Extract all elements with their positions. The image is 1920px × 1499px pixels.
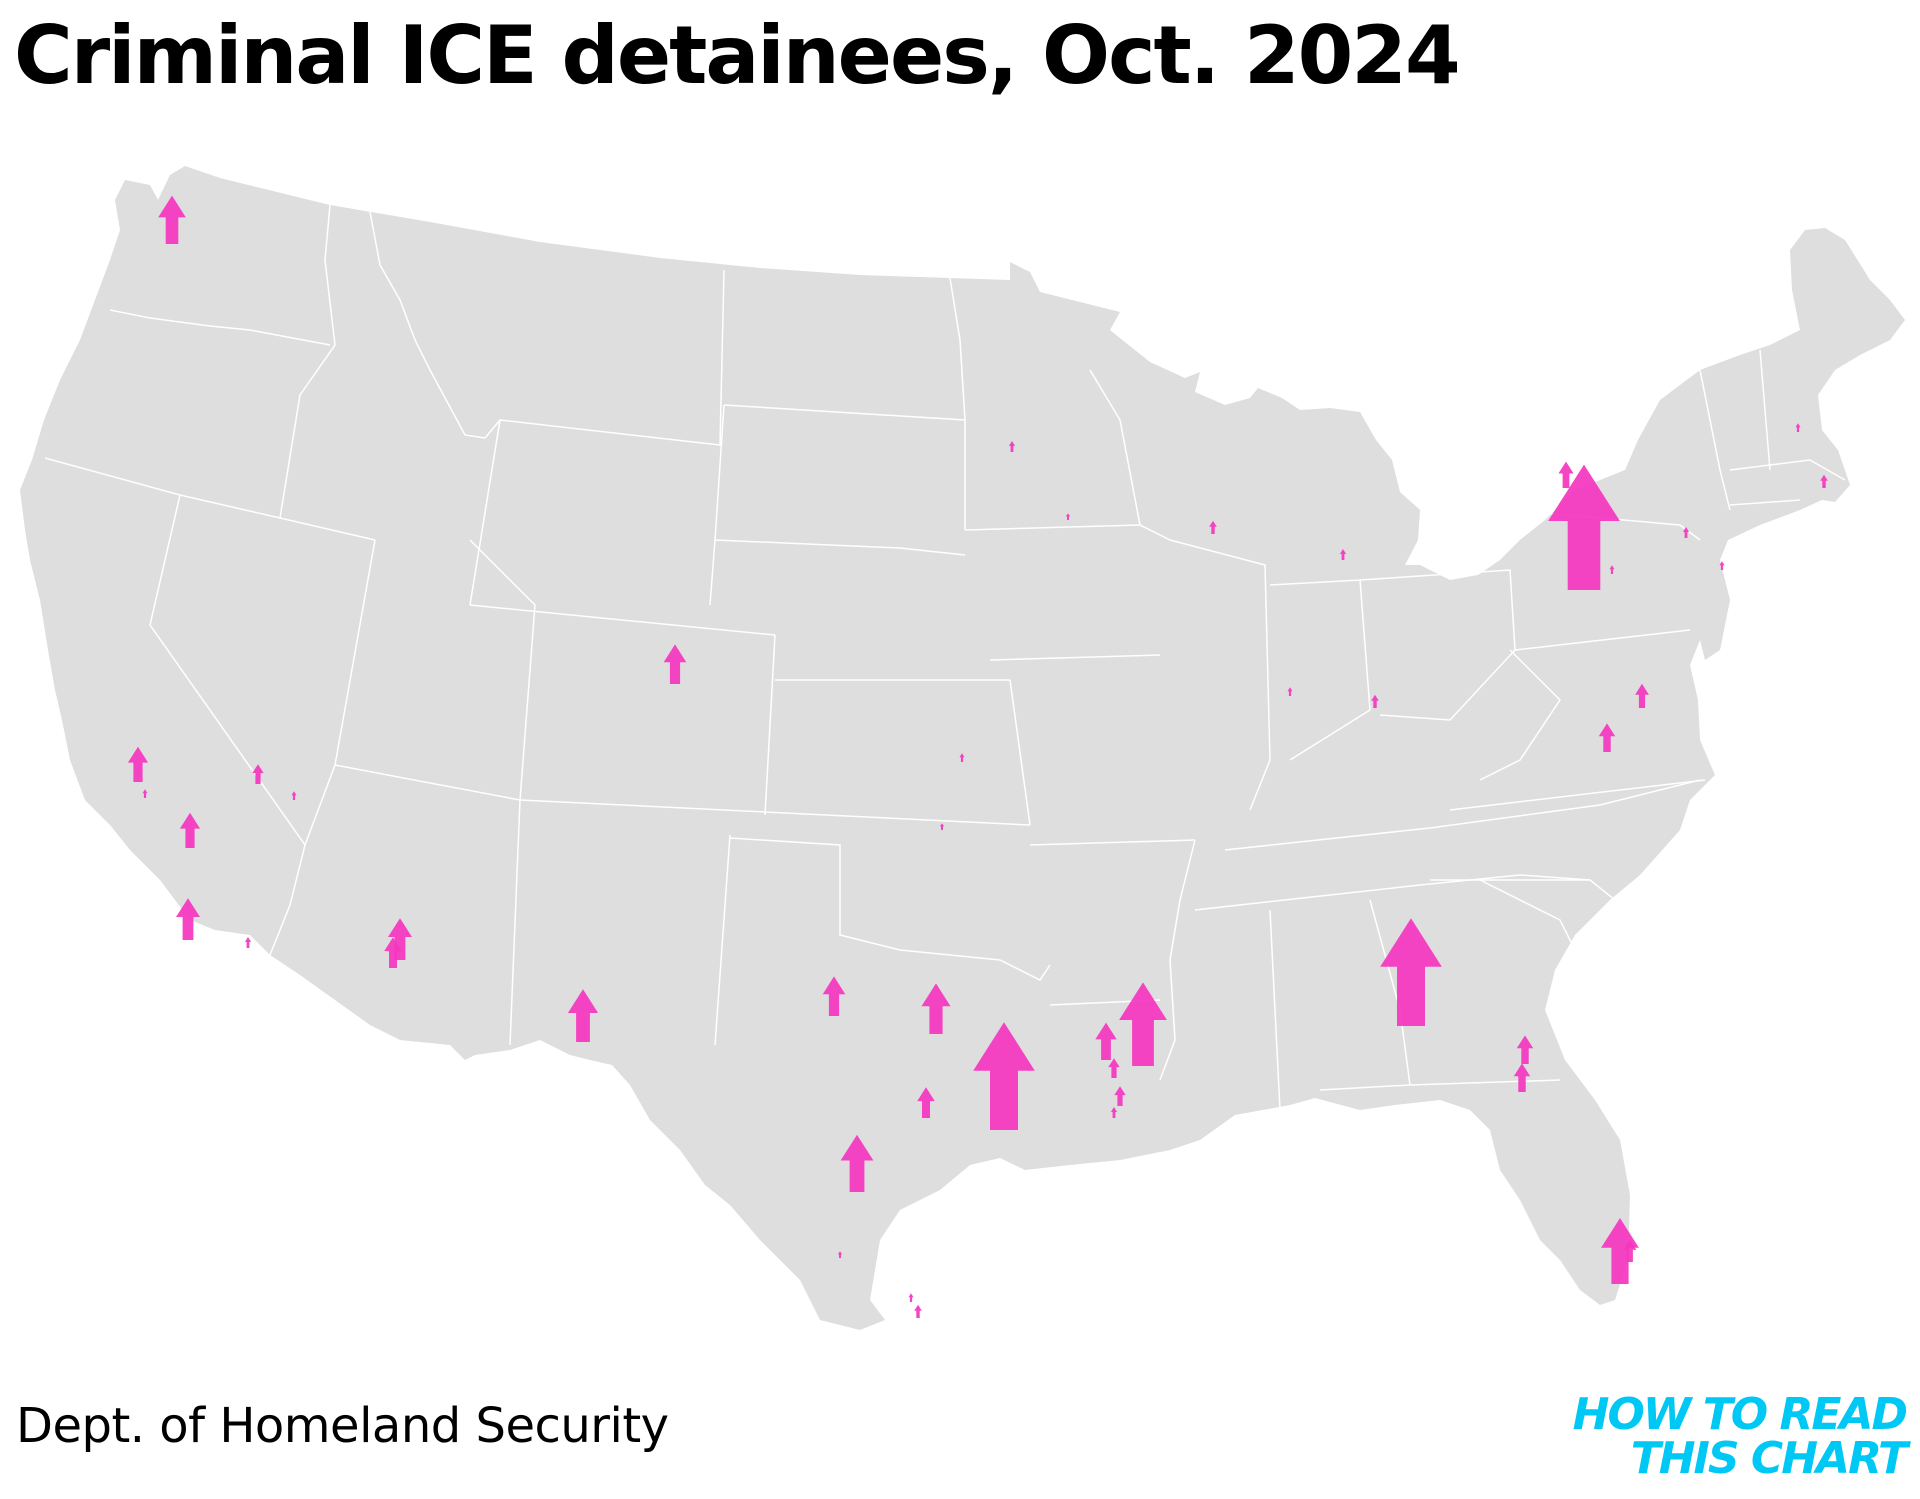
detainee-arrow-in-1 (1371, 694, 1379, 708)
detainee-arrow-ia-1 (1065, 513, 1071, 520)
border-ga-fl (1319, 1079, 1561, 1091)
border-ks-mo (1009, 679, 1031, 826)
border-mt-south (484, 269, 725, 446)
border-wi-mn (1089, 369, 1171, 541)
border-ga-sc (1479, 879, 1581, 961)
border-ms-al (1269, 909, 1281, 1111)
detainee-arrow-az-eloy (384, 937, 402, 968)
detainee-arrow-tx-1 (822, 976, 846, 1016)
detainee-arrow-la-3 (1108, 1058, 1120, 1078)
detainee-arrow-tx-conroe (973, 1022, 1035, 1130)
land-mass (20, 166, 1905, 1330)
border-mn-ia (964, 524, 1141, 531)
detainee-arrow-nh-1 (1795, 423, 1801, 432)
border-pa-south (1514, 629, 1691, 651)
detainee-arrow-wi-1 (1209, 520, 1217, 534)
detainee-arrow-il-1 (1287, 687, 1293, 696)
detainee-arrow-ks-1 (959, 753, 965, 762)
border-mo-ar (1029, 839, 1196, 846)
detainee-arrow-tx-valley-1 (908, 1293, 914, 1302)
border-wy-south (469, 604, 776, 636)
border-nm-east (714, 834, 731, 1046)
detainee-arrow-nv-1 (252, 764, 264, 784)
border-az-ut (334, 764, 521, 801)
detainee-arrow-tx-dilley (840, 1134, 874, 1192)
border-or-ca-nv (44, 457, 376, 541)
border-id-mt (369, 211, 486, 439)
detainee-arrow-nj-1 (1682, 527, 1690, 538)
detainee-arrow-la-4 (1114, 1086, 1126, 1106)
detainee-arrow-tx-3 (917, 1087, 935, 1118)
contiguous-us-land (20, 166, 1905, 1330)
detainee-arrow-ca-socal (176, 898, 200, 940)
brand-line-1: HOW TO READ (1572, 1389, 1908, 1440)
brand-line-2: THIS CHART (1630, 1433, 1908, 1484)
detainee-arrow-ny-buffalo (1558, 461, 1574, 488)
source-label: Dept. of Homeland Security (16, 1398, 669, 1454)
border-co-east (764, 634, 776, 816)
detainee-arrow-tx-south-1 (837, 1251, 843, 1258)
detainee-arrow-ca-central-2 (142, 789, 148, 798)
border-in (1269, 579, 1371, 761)
detainee-arrow-tx-2 (921, 983, 951, 1034)
border-ia-mo (989, 654, 1161, 661)
detainee-arrow-mn-1 (1008, 441, 1016, 452)
border-ut-east (469, 539, 536, 1046)
border-ny-ne (1699, 369, 1731, 511)
border-ca-nv-diag (149, 494, 306, 956)
detainee-arrow-nj-2 (1719, 561, 1725, 570)
detainee-arrow-mi-1 (1339, 549, 1347, 560)
detainee-arrow-ma-1 (1820, 474, 1828, 488)
detainee-arrow-ca-central-1 (127, 746, 149, 782)
border-ky-tn (1224, 779, 1701, 851)
detainee-arrow-va-farmville (1635, 683, 1649, 708)
detainee-arrow-nv-2 (291, 791, 297, 800)
border-id-west (279, 204, 336, 519)
detainee-arrow-ga-folkston-2 (1513, 1063, 1531, 1092)
border-new-england (1729, 459, 1846, 481)
detainee-arrow-ny-batavia (1548, 464, 1620, 590)
border-wv (1479, 649, 1561, 781)
border-nc-sc (1430, 879, 1641, 921)
border-nd-sd-east (949, 277, 966, 530)
detainee-arrows (127, 195, 1828, 1318)
border-co-nm (519, 799, 1031, 826)
border-ar-east (1159, 839, 1196, 1081)
detainee-arrow-la-2 (1095, 1022, 1117, 1060)
border-ct (1729, 499, 1801, 506)
border-wa-or (109, 309, 331, 346)
detainee-arrow-ok-1 (939, 823, 945, 830)
border-il (1169, 539, 1271, 811)
detainee-arrow-ga-folkston-1 (1516, 1035, 1534, 1064)
chart-title: Criminal ICE detainees, Oct. 2024 (14, 9, 1461, 102)
detainee-arrow-fl-krome (1601, 1218, 1639, 1284)
border-ne-north (714, 539, 966, 556)
state-borders (44, 204, 1846, 1111)
detainee-arrow-la-5 (1110, 1107, 1118, 1118)
detainee-arrow-ca-imperial (244, 937, 252, 948)
border-wy-ne (709, 404, 725, 606)
detainee-arrow-ga-stewart (1380, 918, 1442, 1026)
detainee-arrow-wa-tacoma (158, 195, 186, 244)
detainee-arrow-tx-valley-2 (914, 1304, 922, 1318)
border-ok-tx (729, 837, 1051, 981)
border-sd-nd (723, 404, 966, 421)
detainee-arrow-pa-1 (1609, 565, 1615, 574)
detainee-arrow-nm-otero (567, 989, 599, 1042)
detainee-arrow-va-2 (1598, 723, 1616, 752)
detainee-arrow-ca-bakersfield (179, 812, 201, 848)
detainee-arrow-fl-2 (1623, 1240, 1637, 1262)
border-vt-nh (1759, 349, 1771, 471)
border-wy-east (469, 419, 501, 606)
detainee-arrow-la-jena (1119, 982, 1167, 1066)
detainee-arrow-az-florence (388, 918, 412, 960)
brand-logo: HOW TO READ THIS CHART (1572, 1389, 1908, 1484)
detainee-arrow-co-aurora (663, 644, 687, 684)
border-va-nc (1449, 779, 1706, 811)
